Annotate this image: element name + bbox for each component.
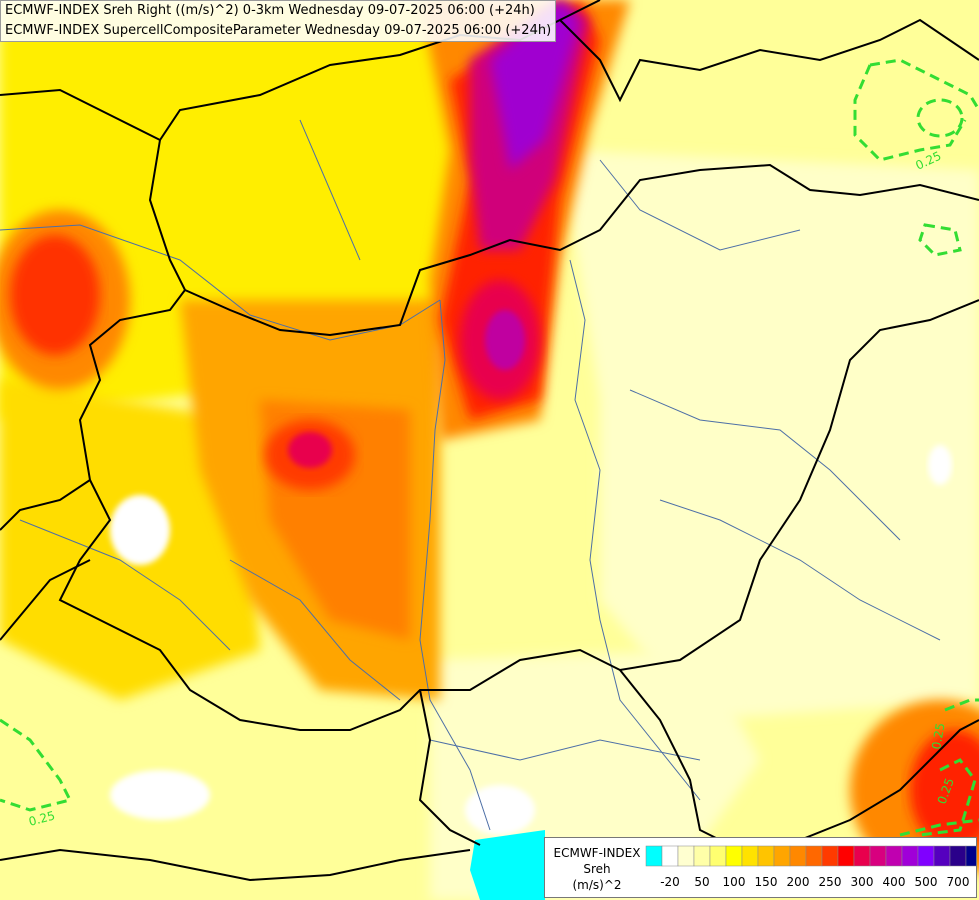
legend-label: 400: [882, 875, 906, 889]
legend-swatch: [709, 845, 727, 867]
color-legend: ECMWF-INDEX Sreh (m/s)^2 -20 50 100 150 200 2…: [544, 837, 977, 898]
contour-label: 0.25: [27, 808, 56, 828]
legend-swatch: [853, 845, 871, 867]
legend-swatch: [885, 845, 903, 867]
legend-label: 700: [946, 875, 970, 889]
legend-swatch: [789, 845, 807, 867]
legend-swatch: [677, 845, 695, 867]
rivers: [0, 119, 941, 831]
legend-swatch: [693, 845, 711, 867]
legend-label: 500: [914, 875, 938, 889]
legend-swatch: [661, 845, 679, 867]
legend-color-bar: [645, 845, 976, 867]
legend-title-line: ECMWF-INDEX: [553, 846, 641, 860]
map-title-line-1: ECMWF-INDEX Sreh Right ((m/s)^2) 0-3km W…: [5, 3, 535, 18]
legend-swatch: [741, 845, 759, 867]
contour-label: 0.25: [929, 722, 947, 751]
legend-swatch: [837, 845, 855, 867]
legend-swatch: [965, 845, 976, 867]
legend-label: 250: [818, 875, 842, 889]
legend-swatch: [645, 845, 663, 867]
map-title-line-2: ECMWF-INDEX SupercellCompositeParameter …: [5, 23, 552, 38]
legend-label: 100: [722, 875, 746, 889]
legend-label: -20: [660, 875, 680, 889]
legend-label: 150: [754, 875, 778, 889]
legend-swatch: [821, 845, 839, 867]
legend-swatch: [725, 845, 743, 867]
legend-swatch: [933, 845, 951, 867]
legend-title: ECMWF-INDEX Sreh (m/s)^2: [553, 845, 641, 893]
legend-swatch: [757, 845, 775, 867]
legend-swatch: [805, 845, 823, 867]
map-title-box: ECMWF-INDEX Sreh Right ((m/s)^2) 0-3km W…: [0, 0, 557, 42]
legend-swatch: [773, 845, 791, 867]
legend-title-line: (m/s)^2: [572, 878, 622, 892]
scp-contours: [0, 58, 979, 837]
legend-label: 300: [850, 875, 874, 889]
legend-label: 200: [786, 875, 810, 889]
legend-swatch: [901, 845, 919, 867]
legend-swatch: [949, 845, 967, 867]
legend-label: 50: [694, 875, 710, 889]
legend-swatch: [917, 845, 935, 867]
legend-title-line: Sreh: [583, 862, 611, 876]
legend-swatch: [869, 845, 887, 867]
